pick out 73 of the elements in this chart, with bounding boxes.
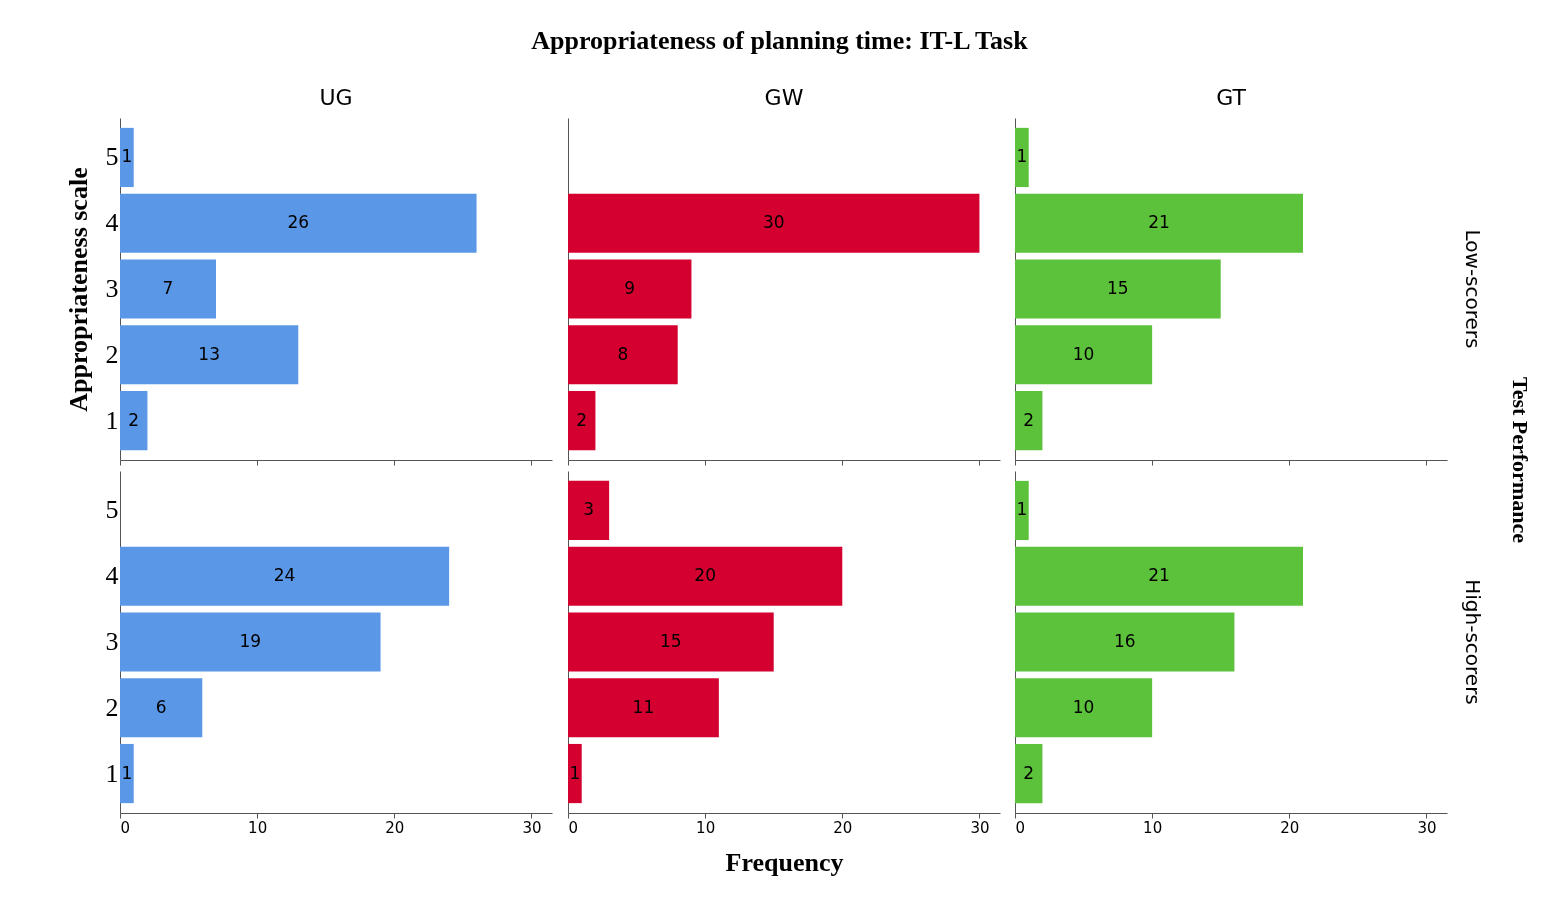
data-label: 2 (1023, 409, 1035, 430)
x-tick-label: 0 (568, 818, 579, 837)
data-label: 8 (617, 343, 629, 364)
data-label: 13 (198, 343, 220, 364)
data-label: 30 (762, 212, 785, 233)
bar (120, 325, 299, 385)
data-label: 1 (121, 762, 133, 783)
data-label: 1 (569, 762, 581, 783)
bar (120, 127, 134, 188)
data-label: 6 (155, 696, 167, 717)
y-tick-label: 4 (105, 561, 119, 591)
x-tick-label: 30 (522, 818, 542, 837)
data-label: 9 (624, 278, 636, 298)
x-axis-title: Frequency (725, 847, 844, 877)
x-tick-label: 30 (1417, 818, 1437, 837)
data-label: 15 (660, 631, 682, 651)
x-tick-label: 20 (833, 818, 853, 837)
x-tick-label: 10 (696, 818, 716, 837)
bar (120, 390, 148, 451)
y-tick-label: 1 (105, 758, 119, 788)
data-label: 3 (583, 499, 594, 520)
x-tick-label: 10 (1143, 818, 1163, 837)
bar (1015, 193, 1303, 253)
chart-title: GW (764, 85, 804, 110)
y-tick-label: 2 (105, 692, 119, 722)
text: Test Performance (1507, 377, 1533, 543)
y2-axis-title: Low-scorers (1461, 229, 1485, 349)
x-tick-label: 30 (970, 818, 990, 837)
data-label: 2 (128, 409, 140, 430)
data-label: 19 (239, 631, 262, 651)
bar (1015, 259, 1221, 319)
y2-axis-title: High-scorers (1461, 579, 1485, 705)
data-label: 2 (1023, 762, 1035, 783)
chart-title: GT (1216, 85, 1247, 110)
x-tick-label: 0 (120, 818, 131, 837)
data-label: 21 (1148, 212, 1170, 233)
data-label: 20 (694, 565, 716, 586)
bar (120, 259, 216, 319)
bar (568, 259, 692, 319)
data-label: 16 (1113, 631, 1136, 651)
data-label: 1 (121, 146, 133, 167)
y-tick-label: 1 (105, 405, 119, 435)
bar (568, 325, 678, 385)
bar (1015, 325, 1153, 385)
data-label: 15 (1107, 278, 1129, 298)
bar (1015, 127, 1029, 188)
y-tick-label: 3 (105, 627, 119, 656)
data-label: 11 (632, 696, 655, 717)
data-label: 1 (1016, 146, 1028, 167)
x-tick-label: 0 (1015, 818, 1026, 837)
bar (568, 193, 980, 253)
y-tick-label: 2 (105, 339, 119, 369)
bar (120, 193, 477, 253)
x-tick-label: 20 (1280, 818, 1300, 837)
data-label: 1 (1016, 499, 1028, 520)
chart-title: UG (319, 85, 353, 110)
bar (1015, 390, 1043, 451)
y-tick-label: 5 (105, 495, 119, 525)
y-tick-label: 4 (105, 208, 119, 238)
bar (568, 390, 596, 451)
text: Appropriateness of planning time: IT-L Task (530, 26, 1029, 56)
y-tick-label: 3 (105, 274, 119, 303)
x-tick-label: 20 (385, 818, 405, 837)
data-label: 10 (1072, 343, 1095, 364)
y-axis-title: Appropriateness scale (63, 167, 93, 412)
data-label: 7 (162, 278, 174, 298)
data-label: 10 (1072, 696, 1095, 717)
data-label: 2 (576, 409, 588, 430)
x-tick-label: 10 (248, 818, 268, 837)
data-label: 26 (287, 212, 310, 233)
data-label: 21 (1148, 565, 1170, 586)
data-label: 24 (273, 565, 296, 586)
y-tick-label: 5 (105, 142, 119, 172)
